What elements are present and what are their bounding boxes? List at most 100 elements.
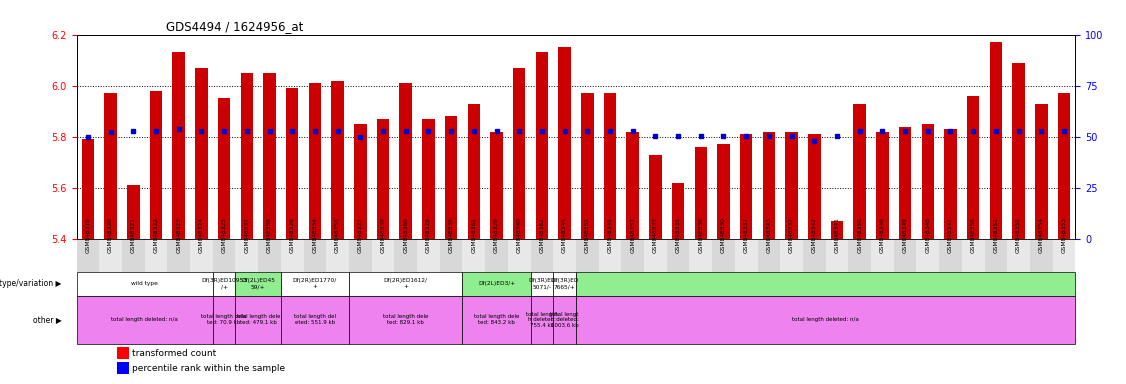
Text: GSM848320: GSM848320 <box>108 217 113 253</box>
Bar <box>77 296 213 344</box>
Text: GSM848357: GSM848357 <box>631 217 635 253</box>
Bar <box>82 139 95 239</box>
Bar <box>150 91 162 239</box>
Text: GSM848347: GSM848347 <box>948 217 953 253</box>
Bar <box>349 296 463 344</box>
Text: Df(3R)ED
5071/-: Df(3R)ED 5071/- <box>528 278 555 289</box>
Text: total length dele
ted: 479.1 kb: total length dele ted: 479.1 kb <box>235 314 280 325</box>
Bar <box>1053 239 1075 272</box>
Text: GSM848350: GSM848350 <box>857 217 863 253</box>
Bar <box>808 134 821 239</box>
Text: Df(2L)ED45
59/+: Df(2L)ED45 59/+ <box>241 278 275 289</box>
Bar <box>195 68 207 239</box>
Text: GSM848326: GSM848326 <box>289 217 295 253</box>
Bar <box>377 119 390 239</box>
Bar <box>235 272 280 296</box>
Text: GSM848333: GSM848333 <box>653 217 658 253</box>
Bar <box>304 239 327 272</box>
Bar <box>604 93 616 239</box>
Bar <box>553 296 577 344</box>
Bar <box>962 239 984 272</box>
Bar <box>327 239 349 272</box>
Text: GSM848319: GSM848319 <box>86 217 90 253</box>
Text: GSM848349: GSM848349 <box>903 217 908 253</box>
Bar <box>508 239 530 272</box>
Bar <box>116 347 128 359</box>
Text: GSM848342: GSM848342 <box>812 217 816 253</box>
Bar <box>717 144 730 239</box>
Bar <box>831 221 843 239</box>
Bar <box>127 185 140 239</box>
Bar <box>440 239 463 272</box>
Bar <box>105 93 117 239</box>
Bar <box>1008 239 1030 272</box>
Bar <box>984 239 1008 272</box>
Bar <box>1012 63 1025 239</box>
Text: GSM848337: GSM848337 <box>743 217 749 253</box>
Bar <box>280 239 304 272</box>
Text: GSM848345: GSM848345 <box>608 217 613 253</box>
Text: total length dele
ted: 829.1 kb: total length dele ted: 829.1 kb <box>383 314 428 325</box>
Bar <box>939 239 962 272</box>
Bar <box>99 239 122 272</box>
Text: GSM848338: GSM848338 <box>381 217 385 253</box>
Text: GSM848339: GSM848339 <box>448 217 454 253</box>
Text: GSM848356: GSM848356 <box>971 217 976 253</box>
Bar <box>577 272 1075 296</box>
Text: total length del
eted: 551.9 kb: total length del eted: 551.9 kb <box>294 314 336 325</box>
Bar <box>626 132 638 239</box>
Bar <box>213 272 235 296</box>
Bar <box>803 239 825 272</box>
Text: transformed count: transformed count <box>133 349 216 358</box>
Bar <box>213 239 235 272</box>
Bar <box>530 296 553 344</box>
Bar <box>785 132 798 239</box>
Bar <box>872 239 894 272</box>
Text: total length dele
ted: 843.2 kb: total length dele ted: 843.2 kb <box>474 314 519 325</box>
Bar <box>577 296 1075 344</box>
Bar <box>331 81 343 239</box>
Text: other ▶: other ▶ <box>33 315 62 324</box>
Bar <box>622 239 644 272</box>
Text: GSM848360: GSM848360 <box>403 217 409 253</box>
Text: GSM848341: GSM848341 <box>834 217 840 253</box>
Text: GSM848361: GSM848361 <box>472 217 476 253</box>
Bar <box>848 239 872 272</box>
Bar <box>122 239 144 272</box>
Bar <box>672 183 685 239</box>
Bar <box>513 68 526 239</box>
Text: GSM848359: GSM848359 <box>267 217 272 253</box>
Bar <box>485 239 508 272</box>
Bar <box>921 124 935 239</box>
Bar <box>217 98 231 239</box>
Bar <box>463 239 485 272</box>
Text: GSM848335: GSM848335 <box>676 217 680 253</box>
Bar <box>417 239 440 272</box>
Bar <box>235 296 280 344</box>
Bar <box>599 239 622 272</box>
Bar <box>689 239 712 272</box>
Text: GSM848352: GSM848352 <box>993 217 999 253</box>
Text: total lengt
h deleted:
1003.6 kb: total lengt h deleted: 1003.6 kb <box>551 311 579 328</box>
Bar <box>553 239 577 272</box>
Bar <box>490 132 502 239</box>
Text: GSM848334: GSM848334 <box>312 217 318 253</box>
Bar <box>172 53 185 239</box>
Bar <box>650 155 662 239</box>
Bar <box>530 272 553 296</box>
Text: GSM848340: GSM848340 <box>517 217 521 253</box>
Bar <box>400 83 412 239</box>
Bar <box>372 239 394 272</box>
Bar <box>854 104 866 239</box>
Bar <box>280 272 349 296</box>
Text: GSM848324: GSM848324 <box>199 217 204 253</box>
Bar <box>235 239 258 272</box>
Text: GSM848346: GSM848346 <box>879 217 885 253</box>
Bar <box>695 147 707 239</box>
Bar <box>190 239 213 272</box>
Bar <box>144 239 168 272</box>
Text: GSM848354: GSM848354 <box>1039 217 1044 253</box>
Text: Df(2L)ED3/+: Df(2L)ED3/+ <box>477 281 515 286</box>
Text: total length
h deleted:
755.4 kb: total length h deleted: 755.4 kb <box>526 311 557 328</box>
Text: GSM848344: GSM848344 <box>562 217 568 253</box>
